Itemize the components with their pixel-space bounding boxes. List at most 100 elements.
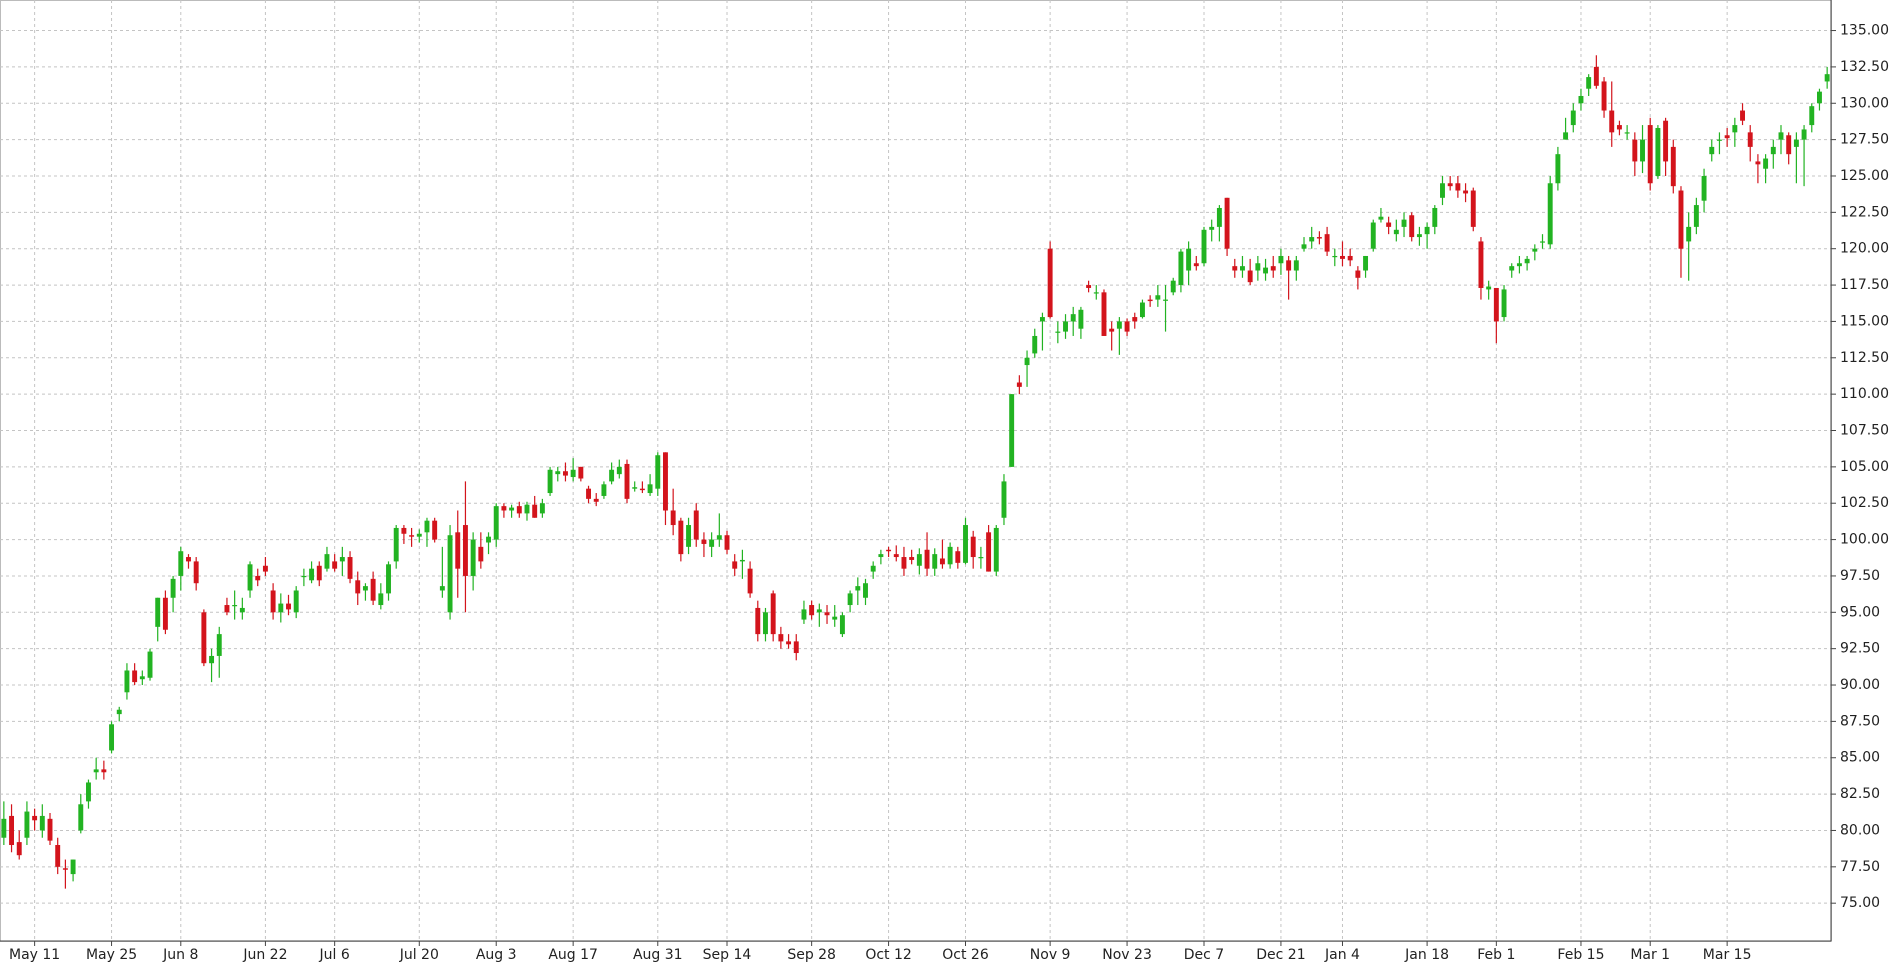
x-tick-label: Aug 17 <box>548 947 598 963</box>
candle-body <box>1401 219 1407 227</box>
candle-body <box>247 564 253 591</box>
candle-body <box>816 609 822 613</box>
candle-body <box>370 578 376 601</box>
y-tick-label: 117.50 <box>1840 277 1889 293</box>
candle-body <box>1355 270 1361 278</box>
candle-body <box>1032 335 1038 354</box>
candle-body <box>1247 270 1253 283</box>
candle-body <box>1 818 7 838</box>
candle-body <box>386 564 391 594</box>
candle-body <box>1640 139 1645 162</box>
candle-body <box>809 605 815 616</box>
candle-body <box>878 554 884 558</box>
candle-body <box>1509 266 1515 271</box>
candle-body <box>1563 132 1569 140</box>
candle-body <box>1686 226 1692 242</box>
x-tick-label: Mar 15 <box>1703 947 1752 963</box>
candle-body <box>1063 321 1068 332</box>
candle-body <box>1732 125 1738 133</box>
candle-body <box>162 597 168 630</box>
candle-body <box>1701 175 1707 201</box>
candle-body <box>186 557 191 562</box>
y-tick-label: 85.00 <box>1840 750 1880 766</box>
candle-body <box>1293 260 1299 271</box>
candle-body <box>1663 120 1669 162</box>
candle-body <box>1647 125 1653 184</box>
candle-body <box>1363 255 1369 271</box>
plot-area <box>0 0 1832 942</box>
candle-body <box>1086 285 1092 288</box>
candle-body <box>1163 299 1168 301</box>
candle-body <box>39 815 45 831</box>
candle-body <box>770 593 776 635</box>
x-tick-label: Jul 20 <box>399 947 439 963</box>
candle-body <box>732 561 738 569</box>
x-tick-label: Dec 7 <box>1184 947 1224 963</box>
x-tick-label: Sep 28 <box>787 947 836 963</box>
candle-body <box>116 709 122 715</box>
candle-body <box>639 488 645 491</box>
candle-body <box>1447 183 1453 187</box>
y-tick-label: 100.00 <box>1840 532 1889 548</box>
candle-body <box>493 506 499 540</box>
candle-body <box>1316 237 1322 239</box>
candle-body <box>1232 266 1238 271</box>
candle-body <box>178 551 184 576</box>
candle-body <box>447 535 453 613</box>
candle-body <box>1070 314 1076 322</box>
candle-body <box>62 868 68 870</box>
candle-body <box>47 818 53 841</box>
y-tick-label: 132.50 <box>1840 59 1889 75</box>
candle-body <box>193 561 199 584</box>
candle-body <box>909 557 915 560</box>
candle-body <box>16 842 22 856</box>
candle-body <box>362 586 368 591</box>
candle-body <box>524 504 530 514</box>
candle-body <box>1547 183 1553 245</box>
y-tick-label: 125.00 <box>1840 168 1889 184</box>
candle-body <box>201 612 207 664</box>
x-tick-label: Feb 15 <box>1557 947 1604 963</box>
candle-body <box>1532 248 1538 252</box>
candle-body <box>686 525 692 547</box>
candle-body <box>1116 321 1122 329</box>
candle-body <box>1155 295 1161 300</box>
candle-body <box>155 597 161 627</box>
candle-body <box>170 578 176 598</box>
x-tick-label: Jun 8 <box>162 947 198 963</box>
candle-body <box>901 557 907 569</box>
candle-body <box>1263 267 1269 274</box>
candle-body <box>70 859 76 875</box>
candle-body <box>1724 135 1730 139</box>
candle-body <box>1524 258 1530 264</box>
candle-body <box>355 580 361 594</box>
candle-body <box>1593 66 1599 86</box>
candle-body <box>1632 139 1638 162</box>
candle-body <box>1655 127 1661 176</box>
candle-body <box>424 520 430 533</box>
x-tick-label: Jan 4 <box>1324 947 1360 963</box>
candle-body <box>1416 234 1422 238</box>
candle-body <box>347 557 353 579</box>
candle-body <box>432 520 438 540</box>
candle-body <box>1678 190 1684 249</box>
candle-body <box>393 527 399 562</box>
y-tick-label: 130.00 <box>1840 95 1889 111</box>
candle-body <box>516 506 522 514</box>
y-tick-label: 77.50 <box>1840 859 1880 875</box>
candle-body <box>1616 125 1622 130</box>
candle-body <box>262 565 268 572</box>
candle-body <box>716 535 722 540</box>
candle-body <box>239 607 245 613</box>
candle-body <box>93 769 99 773</box>
candle-body <box>1709 146 1715 155</box>
y-tick-label: 80.00 <box>1840 822 1880 838</box>
candle-body <box>1055 331 1061 333</box>
y-tick-label: 120.00 <box>1840 241 1889 257</box>
y-tick-label: 127.50 <box>1840 132 1889 148</box>
candle-body <box>455 532 461 569</box>
y-tick-label: 95.00 <box>1840 604 1880 620</box>
candle-body <box>301 575 307 578</box>
candle-body <box>1463 190 1469 194</box>
candle-body <box>886 549 892 552</box>
